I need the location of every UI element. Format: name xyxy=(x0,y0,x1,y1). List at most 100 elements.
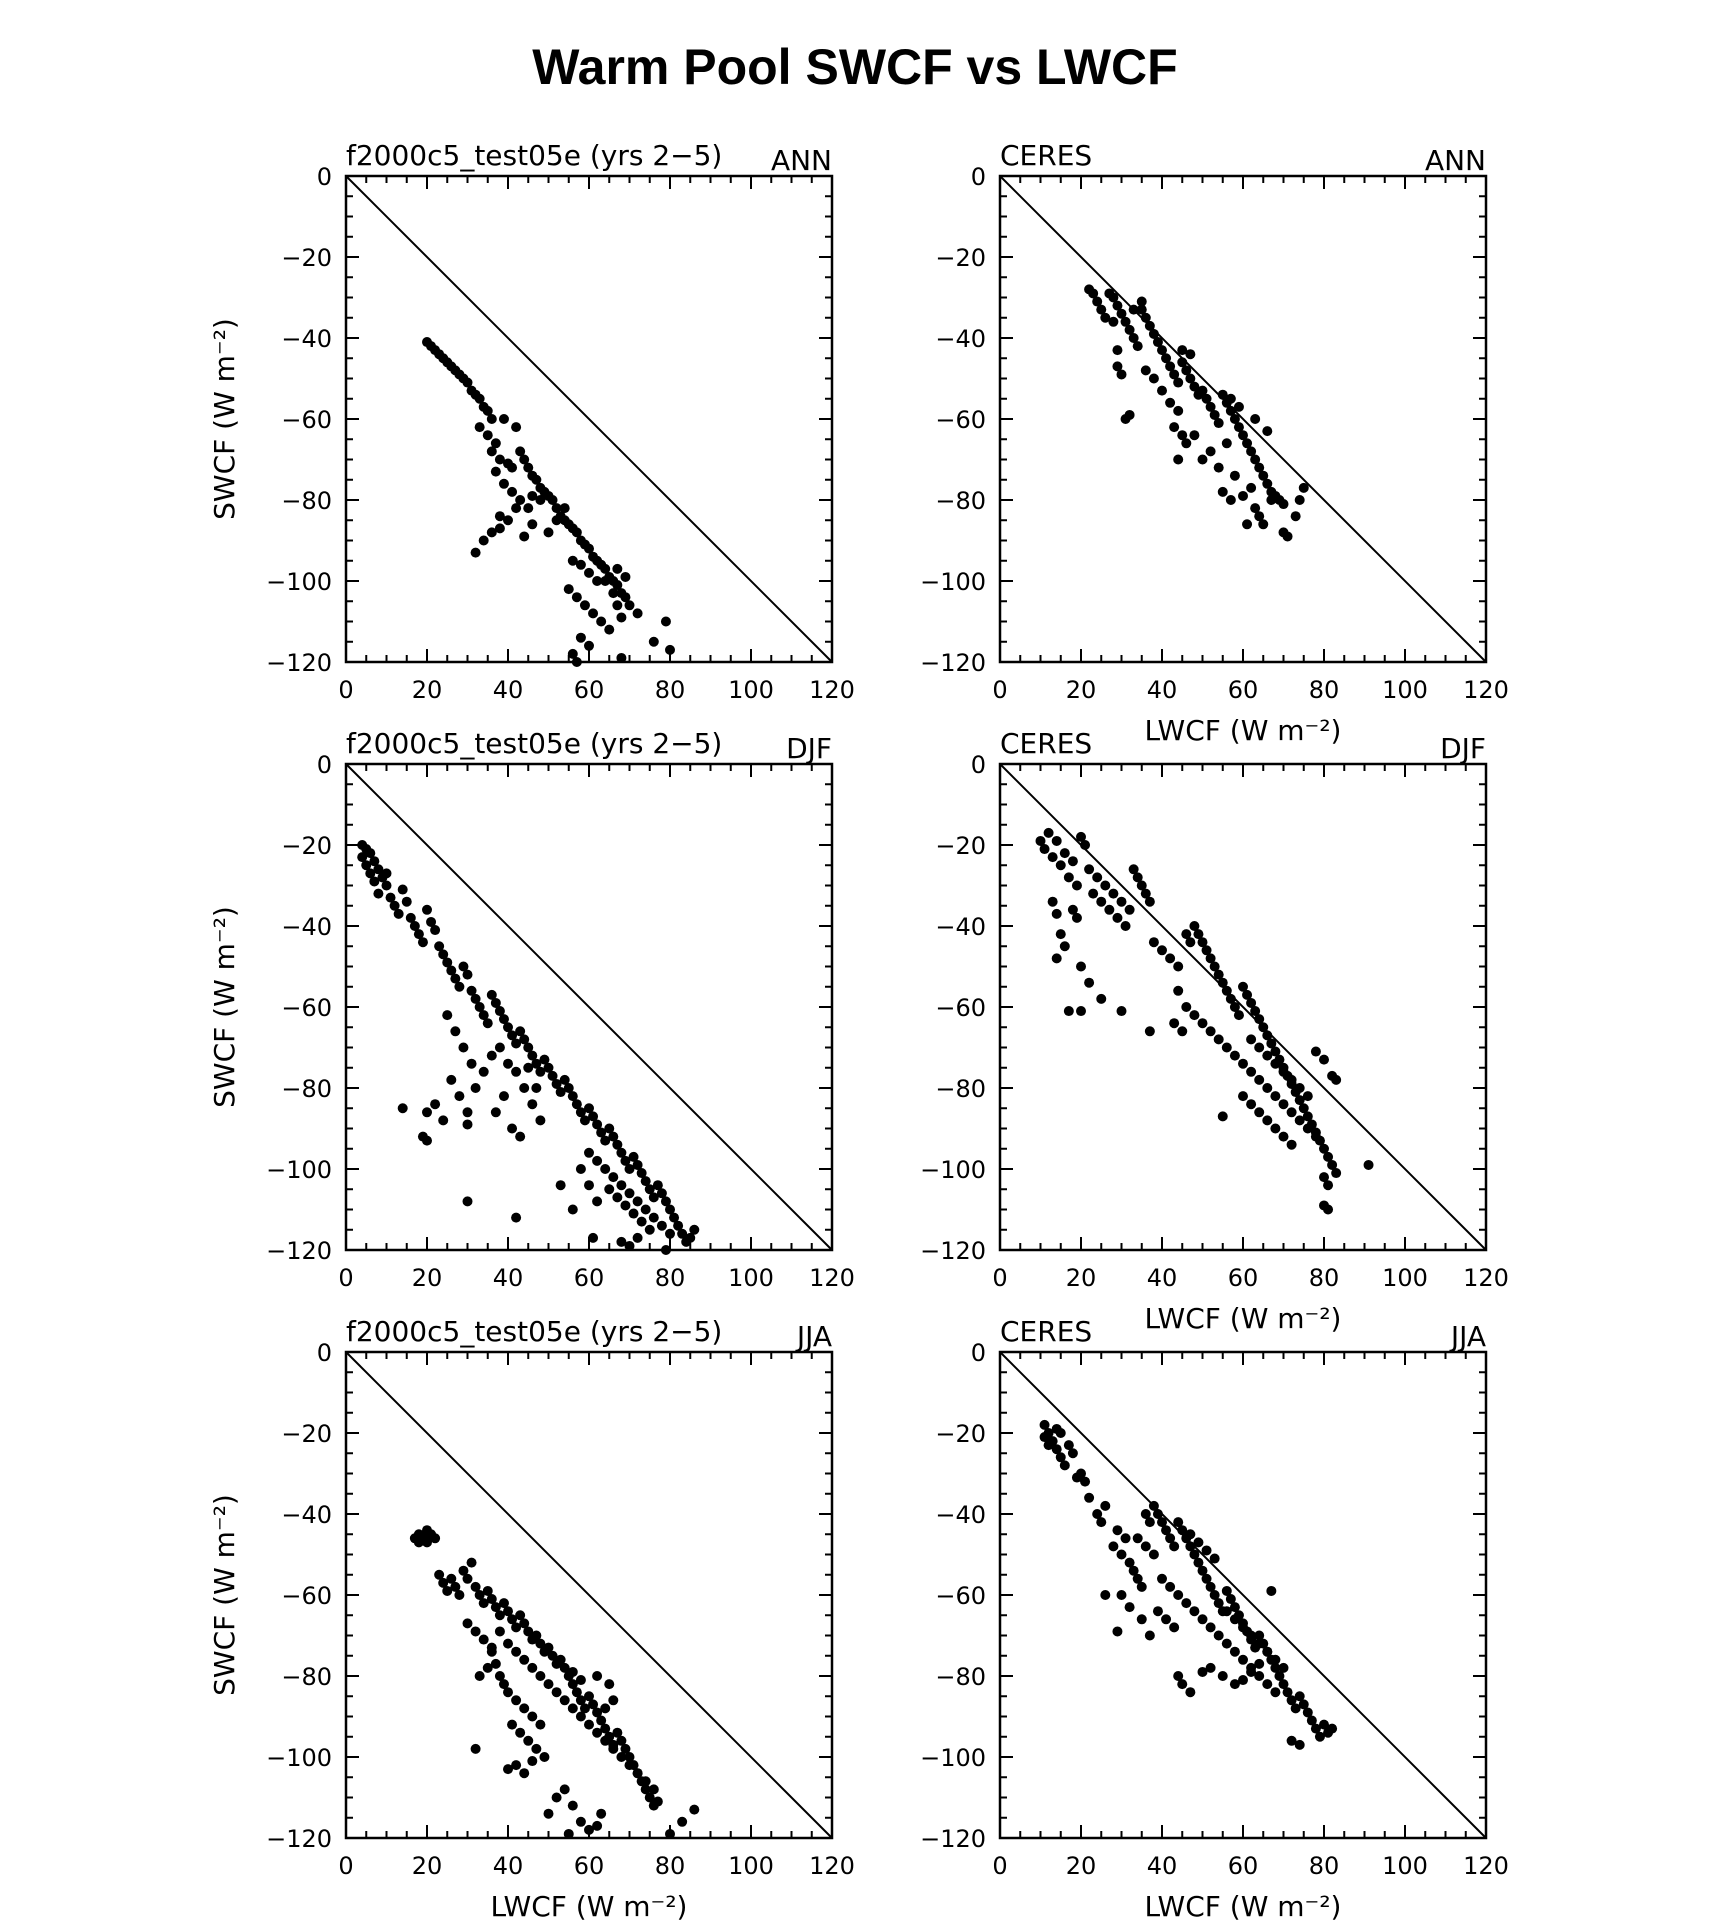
data-point xyxy=(515,495,526,505)
data-point xyxy=(1185,1529,1196,1540)
y-tick-label: −40 xyxy=(935,325,986,353)
data-point xyxy=(1282,531,1293,542)
data-point xyxy=(531,474,542,485)
y-tick-label: 0 xyxy=(971,1339,986,1367)
data-point xyxy=(616,652,627,663)
x-tick-label: 100 xyxy=(1382,1852,1428,1880)
data-point xyxy=(1177,1679,1188,1690)
scatter-panel-2: 0 20 40 60 80 100 120 0 −20 −40 −60 −80 −100 −120 f200… xyxy=(208,727,855,1292)
data-point xyxy=(555,1087,566,1098)
data-point xyxy=(1270,1687,1281,1698)
data-point xyxy=(1076,831,1086,842)
x-tick-label: 80 xyxy=(1309,1264,1340,1292)
data-point xyxy=(600,1164,611,1174)
data-point xyxy=(616,1735,627,1746)
data-point xyxy=(600,1703,611,1714)
data-point xyxy=(1197,1614,1208,1625)
data-point xyxy=(640,1176,651,1187)
reference-line xyxy=(999,763,1487,1251)
data-point xyxy=(478,1598,489,1609)
data-point xyxy=(660,1196,671,1207)
data-point xyxy=(1270,1046,1281,1057)
data-point xyxy=(527,490,538,501)
data-point xyxy=(482,1585,493,1596)
data-point xyxy=(624,1752,635,1762)
y-tick-label: −120 xyxy=(920,649,986,677)
x-tick-label: 40 xyxy=(493,1264,524,1292)
data-point xyxy=(579,1115,590,1126)
data-point xyxy=(494,511,505,522)
data-point xyxy=(1250,454,1261,465)
data-point xyxy=(1039,1419,1050,1430)
data-point xyxy=(1112,1525,1123,1536)
data-point xyxy=(1238,1058,1248,1069)
data-point xyxy=(494,454,505,465)
data-point xyxy=(1250,414,1261,424)
data-point xyxy=(503,1764,513,1775)
data-point xyxy=(1302,1091,1313,1102)
data-point xyxy=(397,884,408,895)
data-point xyxy=(1116,1006,1127,1017)
data-point xyxy=(652,1796,663,1807)
data-point xyxy=(1254,1042,1265,1053)
data-point xyxy=(478,535,489,546)
reference-line xyxy=(345,763,833,1251)
data-point xyxy=(1294,1083,1305,1093)
data-point xyxy=(413,1537,424,1548)
reference-line xyxy=(999,1351,1487,1839)
data-point xyxy=(575,1107,586,1118)
data-point xyxy=(417,937,428,948)
data-point xyxy=(1201,393,1212,404)
data-point xyxy=(535,1671,546,1681)
data-point xyxy=(470,1581,481,1592)
data-point xyxy=(1229,1050,1240,1061)
x-tick-label: 100 xyxy=(1382,676,1428,704)
y-tick-label: −20 xyxy=(935,832,986,860)
data-point xyxy=(519,531,530,542)
data-point xyxy=(624,600,635,611)
x-tick-label: 60 xyxy=(574,676,605,704)
data-point xyxy=(523,1626,534,1637)
data-point xyxy=(1193,929,1204,940)
data-point xyxy=(494,523,505,534)
data-point xyxy=(1254,1658,1265,1669)
data-point xyxy=(1177,345,1188,356)
data-point xyxy=(1173,1517,1184,1528)
data-point xyxy=(1266,1585,1277,1596)
y-tick-label: −60 xyxy=(281,406,332,434)
data-point xyxy=(1213,462,1224,473)
data-point xyxy=(1205,446,1216,457)
data-point xyxy=(596,1808,607,1819)
data-point xyxy=(584,1180,594,1191)
data-point xyxy=(1294,1739,1305,1750)
data-point xyxy=(1323,1204,1334,1215)
data-point xyxy=(616,1752,627,1762)
data-point xyxy=(1076,961,1086,972)
data-point xyxy=(422,904,432,915)
data-point xyxy=(1221,1042,1232,1053)
data-point xyxy=(503,1638,513,1649)
data-point xyxy=(1185,937,1196,948)
data-point xyxy=(1181,438,1192,449)
y-tick-label: −120 xyxy=(266,1237,332,1265)
x-tick-label: 0 xyxy=(992,676,1007,704)
data-point xyxy=(612,600,623,611)
data-point xyxy=(1161,1525,1172,1536)
data-point xyxy=(1319,1143,1329,1154)
data-point xyxy=(584,1691,594,1702)
data-point xyxy=(1165,361,1176,372)
data-point xyxy=(543,1062,554,1073)
data-point xyxy=(1161,1614,1172,1625)
data-point xyxy=(478,1066,489,1077)
data-point xyxy=(600,1135,611,1146)
data-point xyxy=(547,1070,558,1081)
data-point xyxy=(361,860,372,871)
data-point xyxy=(1055,1452,1066,1463)
data-point xyxy=(511,503,522,514)
data-point xyxy=(1197,1018,1208,1029)
data-point xyxy=(1181,929,1192,940)
y-tick-label: −40 xyxy=(281,325,332,353)
data-point xyxy=(478,1634,489,1645)
data-point xyxy=(1242,438,1253,449)
data-point xyxy=(1331,1168,1342,1179)
